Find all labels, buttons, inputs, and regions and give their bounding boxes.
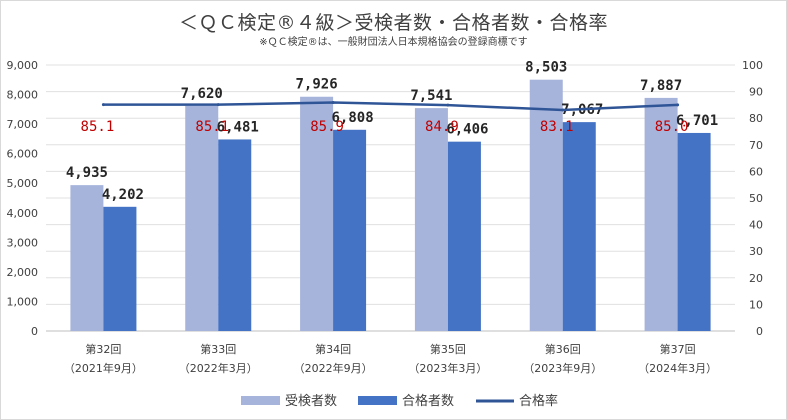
pass-rate-point	[561, 108, 565, 112]
bar-passers	[562, 122, 596, 331]
pass-rate-label: 85.9	[310, 119, 344, 135]
pass-rate-line	[103, 101, 678, 112]
y-right-tick-label: 70	[749, 139, 763, 152]
pass-rate-label: 85.1	[81, 119, 115, 135]
legend-swatch-examinees	[241, 396, 280, 405]
y-left-tick-label: 7,000	[7, 118, 39, 131]
y-left-tick-label: 4,000	[7, 207, 39, 220]
bar-passers	[103, 206, 137, 331]
bar-examinees	[414, 108, 448, 332]
y-left-tick-label: 6,000	[7, 148, 39, 161]
y-right-tick-label: 50	[749, 192, 763, 205]
chart-subtitle: ※ＱＣ検定®は、一般財団法人日本規格協会の登録商標です	[259, 37, 528, 48]
x-category-label: 第34回	[315, 342, 351, 356]
bar-examinees-label: 7,926	[296, 77, 338, 93]
bar-examinees-label: 7,541	[410, 88, 452, 104]
bar-passers-label: 4,202	[102, 187, 144, 203]
x-category-label: 第37回	[660, 342, 696, 356]
bar-passers	[677, 132, 711, 331]
pass-rate-label: 85.1	[195, 119, 229, 135]
x-category-label: 第35回	[430, 342, 466, 356]
bar-examinees-label: 7,620	[181, 86, 223, 102]
pass-rate-point	[446, 103, 450, 107]
y-left-tick-label: 0	[31, 325, 38, 338]
x-category-date-label: （2022年9月）	[294, 361, 373, 375]
legend-label-examinees: 受検者数	[285, 394, 337, 409]
pass-rate-label: 85.0	[655, 119, 689, 135]
chart-title: ＜ＱＣ検定®４級＞受検者数・合格者数・合格率	[178, 12, 608, 34]
y-right-tick-label: 20	[749, 272, 763, 285]
y-left-tick-label: 1,000	[7, 295, 39, 308]
bar-passers	[218, 139, 252, 331]
x-category-date-label: （2022年3月）	[179, 361, 258, 375]
legend-label-pass-rate: 合格率	[519, 393, 558, 409]
pass-rate-label: 83.1	[540, 119, 574, 135]
bar-passers	[447, 141, 481, 331]
bar-examinees	[300, 96, 334, 331]
pass-rate-point	[216, 103, 220, 107]
x-category-date-label: （2023年3月）	[408, 361, 487, 375]
y-right-tick-label: 60	[749, 165, 763, 178]
bar-examinees	[529, 79, 563, 331]
x-category-date-label: （2024年3月）	[638, 361, 717, 375]
pass-rate-point	[101, 103, 105, 107]
y-right-tick-label: 10	[749, 298, 763, 311]
y-right-tick-label: 40	[749, 219, 763, 232]
bar-examinees	[185, 105, 219, 331]
bar-passers-label: 6,808	[332, 110, 374, 126]
bar-passers	[333, 129, 367, 331]
y-right-tick-label: 30	[749, 245, 763, 258]
y-left-tick-label: 9,000	[7, 59, 39, 72]
y-left-tick-label: 8,000	[7, 89, 39, 102]
bar-examinees	[644, 97, 678, 332]
bar-examinees-label: 4,935	[66, 165, 108, 181]
bar-passers-label: 6,701	[676, 113, 718, 129]
bar-examinees-label: 8,503	[525, 60, 567, 76]
x-category-label: 第33回	[200, 342, 236, 356]
pass-rate-point	[676, 103, 680, 107]
y-right-tick-label: 100	[742, 59, 763, 72]
y-right-tick-label: 90	[749, 86, 763, 99]
y-left-tick-label: 3,000	[7, 236, 39, 249]
bar-passers-label: 6,481	[217, 119, 259, 135]
y-right-tick-label: 0	[756, 325, 763, 338]
x-category-date-label: （2021年9月）	[64, 361, 143, 375]
legend-label-passers: 合格者数	[402, 393, 454, 409]
bar-examinees	[70, 185, 104, 331]
bar-passers-label: 6,406	[446, 122, 488, 138]
pass-rate-label: 84.9	[425, 119, 459, 135]
x-category-label: 第32回	[85, 342, 121, 356]
x-category-date-label: （2023年9月）	[523, 361, 602, 375]
y-left-tick-label: 2,000	[7, 266, 39, 279]
bar-examinees-label: 7,887	[640, 78, 682, 94]
legend-swatch-passers	[358, 396, 397, 405]
y-right-tick-label: 80	[749, 112, 763, 125]
pass-rate-point	[331, 101, 335, 105]
y-left-tick-label: 5,000	[7, 177, 39, 190]
x-category-label: 第36回	[545, 342, 581, 356]
